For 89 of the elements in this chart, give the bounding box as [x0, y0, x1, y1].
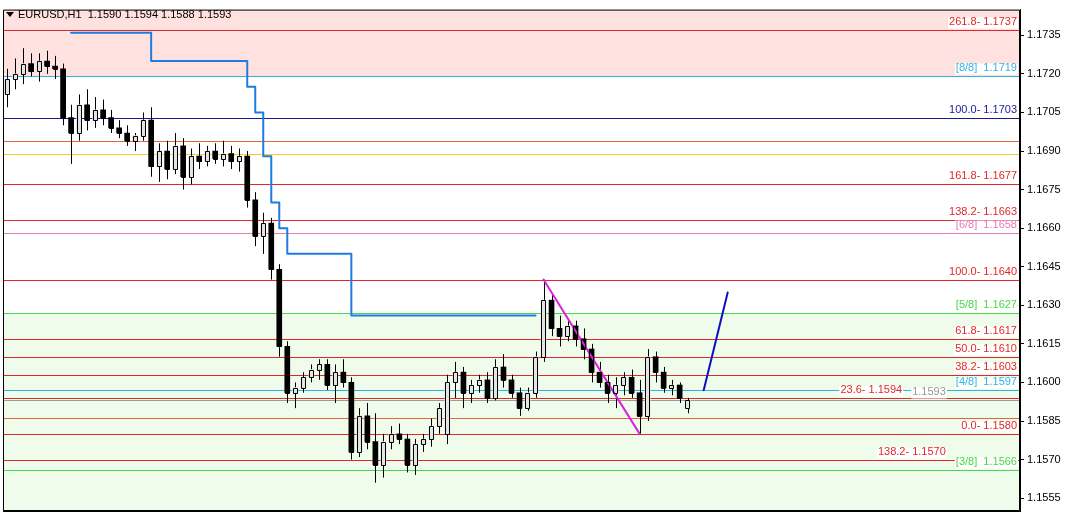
candlestick	[516, 387, 523, 417]
candlestick	[372, 412, 379, 484]
candlestick	[12, 57, 18, 90]
chart-title: EURUSD,H1 1.1590 1.1594 1.1588 1.1593	[18, 8, 232, 20]
candlestick	[84, 88, 90, 131]
candlestick	[356, 407, 363, 458]
candlestick	[460, 366, 467, 409]
candlestick	[452, 361, 459, 399]
y-tick-label: 1.1645	[1027, 259, 1061, 272]
candlestick	[260, 212, 267, 255]
candlestick	[404, 433, 411, 473]
candlestick	[36, 52, 42, 83]
candlestick	[292, 381, 299, 409]
candlestick	[52, 55, 58, 80]
candlestick	[444, 374, 451, 445]
y-tick-label: 1.1615	[1027, 336, 1061, 349]
y-tick-label: 1.1735	[1027, 28, 1061, 41]
ref-line-label: 1.1593	[912, 385, 946, 398]
candlestick	[604, 374, 611, 404]
candlestick	[676, 381, 683, 404]
candlestick	[124, 124, 130, 147]
candlestick	[44, 50, 50, 75]
candlestick	[564, 320, 571, 342]
candlestick	[212, 142, 219, 165]
candlestick	[524, 387, 531, 412]
candlestick	[28, 52, 34, 77]
candlestick	[228, 145, 235, 170]
ref-line-label: [4/8] 1.1597	[955, 375, 1017, 388]
candlestick	[76, 93, 82, 142]
candlestick	[340, 358, 347, 389]
annotation: 61.8- 1.1617	[955, 324, 1017, 337]
candlestick	[324, 358, 331, 391]
y-tick-label: 1.1570	[1027, 452, 1061, 465]
candlestick	[588, 343, 595, 383]
candlestick	[188, 147, 195, 185]
candlestick	[500, 353, 507, 389]
candlestick	[380, 433, 387, 479]
ref-line-label: [3/8] 1.1566	[955, 455, 1017, 468]
candlestick	[428, 417, 435, 448]
y-tick-label: 1.1720	[1027, 66, 1061, 79]
y-tick-label: 1.1555	[1027, 491, 1061, 504]
ref-line-label: [8/8] 1.1719	[955, 61, 1017, 74]
annotation: 161.8- 1.1677	[949, 169, 1017, 182]
candlestick	[620, 371, 627, 396]
annotation: 0.0- 1.1580	[961, 419, 1017, 432]
candlestick	[484, 371, 491, 404]
candlestick	[156, 142, 162, 183]
candlestick	[556, 315, 563, 347]
candlestick	[172, 132, 178, 175]
y-tick-label: 1.1585	[1027, 414, 1061, 427]
candlestick	[612, 376, 619, 409]
candlestick	[508, 374, 515, 399]
candlestick	[652, 351, 659, 383]
y-tick-label: 1.1690	[1027, 144, 1061, 157]
candlestick	[92, 96, 98, 129]
candlestick	[436, 402, 443, 435]
y-tick-label: 1.1630	[1027, 298, 1061, 311]
y-tick-label: 1.1705	[1027, 105, 1061, 118]
annotation: 100.0- 1.1703	[949, 103, 1017, 116]
annotation: 23.6- 1.1594	[840, 383, 903, 396]
y-tick-label: 1.1600	[1027, 375, 1061, 388]
candlestick	[468, 379, 475, 404]
candlestick	[396, 423, 403, 445]
annotation: 38.2- 1.1603	[955, 360, 1017, 373]
candlestick	[492, 358, 499, 401]
candlestick	[644, 348, 651, 422]
annotation: 138.2- 1.1663	[949, 205, 1017, 218]
ref-line-label: [6/8] 1.1658	[955, 218, 1017, 231]
candlestick	[636, 379, 643, 435]
candlestick	[572, 320, 579, 347]
y-tick-label: 1.1675	[1027, 182, 1061, 195]
candlestick	[332, 363, 339, 404]
candlestick	[204, 145, 211, 167]
candlestick	[596, 361, 603, 389]
candlestick	[220, 140, 227, 167]
candlestick	[68, 104, 74, 165]
annotation: 138.2- 1.1570	[877, 445, 946, 458]
candlestick	[412, 438, 419, 476]
candlestick	[236, 147, 243, 173]
annotation: 261.8- 1.1737	[949, 15, 1017, 28]
annotation: 50.0- 1.1610	[955, 342, 1017, 355]
ref-line-label: [5/8] 1.1627	[955, 298, 1017, 311]
candlestick	[532, 351, 539, 399]
candlestick	[20, 47, 26, 85]
candlestick	[196, 142, 203, 170]
annotation: 100.0- 1.1640	[949, 265, 1017, 278]
candlestick	[628, 369, 635, 399]
y-tick-label: 1.1660	[1027, 221, 1061, 234]
candlestick	[108, 109, 114, 134]
